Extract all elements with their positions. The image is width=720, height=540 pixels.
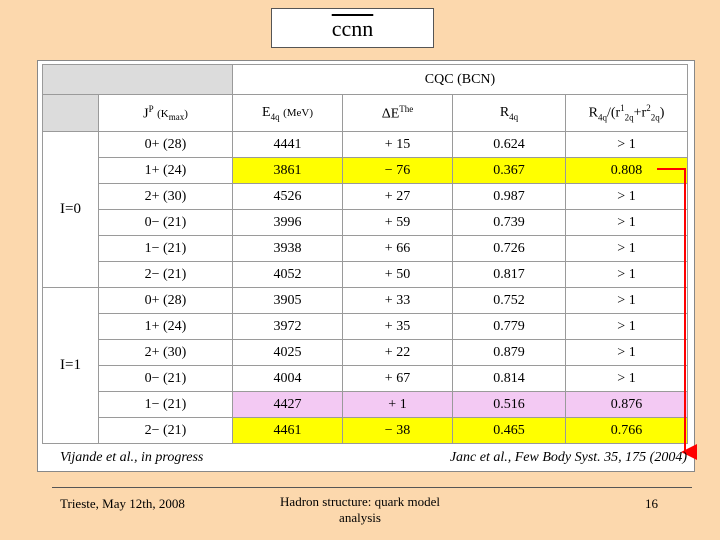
delta-cell: + 33 xyxy=(342,287,453,314)
ratio-cell: > 1 xyxy=(565,287,688,314)
energy-cell: 3905 xyxy=(232,287,343,314)
footer-title: Hadron structure: quark model analysis xyxy=(280,494,440,525)
ratio-cell: > 1 xyxy=(565,261,688,288)
ratio-cell: > 1 xyxy=(565,235,688,262)
header-ratio: R4q/(r12q+r22q) xyxy=(565,94,688,132)
table-row: 1− (21) 4427 + 1 0.516 0.876 xyxy=(43,391,688,418)
isospin-group-label: I=0 xyxy=(42,131,99,288)
energy-cell: 3996 xyxy=(232,209,343,236)
energy-cell: 3938 xyxy=(232,235,343,262)
slide-title: ccnn xyxy=(271,8,434,48)
page-number: 16 xyxy=(645,496,658,511)
table-row: I=0 0+ (28) 4441 + 15 0.624 > 1 xyxy=(42,131,688,288)
energy-cell: 4461 xyxy=(232,417,343,444)
delta-cell: + 27 xyxy=(342,183,453,210)
delta-cell: + 1 xyxy=(342,391,453,418)
delta-cell: + 67 xyxy=(342,365,453,392)
isospin-group-label: I=1 xyxy=(42,287,99,444)
energy-cell: 3972 xyxy=(232,313,343,340)
radius-cell: 0.739 xyxy=(452,209,566,236)
state-cell: 0+ (28) xyxy=(98,131,233,158)
energy-cell: 4052 xyxy=(232,261,343,288)
ratio-cell: 0.808 xyxy=(565,157,688,184)
radius-cell: 0.516 xyxy=(452,391,566,418)
state-cell: 1− (21) xyxy=(98,391,233,418)
radius-cell: 0.367 xyxy=(452,157,566,184)
state-cell: 2+ (30) xyxy=(98,339,233,366)
radius-cell: 0.752 xyxy=(452,287,566,314)
state-cell: 2− (21) xyxy=(98,417,233,444)
ratio-cell: > 1 xyxy=(565,131,688,158)
table-row: 2+ (30) 4025 + 22 0.879 > 1 xyxy=(43,339,688,366)
arrow-line xyxy=(657,168,697,460)
slide-title-text: ccnn xyxy=(331,16,374,41)
ratio-cell: 0.876 xyxy=(565,391,688,418)
delta-cell: − 38 xyxy=(342,417,453,444)
table-body: I=0 0+ (28) 4441 + 15 0.624 > 1 1+ (24) 3861− 7… xyxy=(42,131,688,444)
table-row: I=1 0+ (28) 3905 + 33 0.752 > 1 xyxy=(42,287,688,444)
header-jp: JP (Kmax) xyxy=(98,94,233,132)
footer-date: Trieste, May 12th, 2008 xyxy=(60,496,185,511)
delta-cell: + 15 xyxy=(342,131,453,158)
radius-cell: 0.465 xyxy=(452,417,566,444)
ratio-cell: > 1 xyxy=(565,313,688,340)
delta-cell: − 76 xyxy=(342,157,453,184)
super-header: CQC (BCN) xyxy=(232,64,688,95)
ratio-cell: 0.766 xyxy=(565,417,688,444)
delta-cell: + 59 xyxy=(342,209,453,236)
state-cell: 2− (21) xyxy=(98,261,233,288)
radius-cell: 0.624 xyxy=(452,131,566,158)
table-row: 0− (21) 4004 + 67 0.814 > 1 xyxy=(43,365,688,392)
table-row: 2− (21) 4461− 38 0.465 0.766 xyxy=(43,417,688,444)
energy-cell: 4526 xyxy=(232,183,343,210)
citation-right: Janc et al., Few Body Syst. 35, 175 (200… xyxy=(449,450,687,465)
table-row: 2+ (30) 4526 + 27 0.987 > 1 xyxy=(43,183,688,210)
state-cell: 0+ (28) xyxy=(98,287,233,314)
blank-header-cell xyxy=(42,64,233,95)
footer-divider xyxy=(52,487,692,488)
results-table: CQC (BCN) JP (Kmax) E4q (MeV) ΔEThe R4q … xyxy=(42,64,688,444)
citation-left: Vijande et al., in progress xyxy=(60,450,204,465)
table-row: 0− (21) 3996 + 59 0.739 > 1 xyxy=(43,209,688,236)
